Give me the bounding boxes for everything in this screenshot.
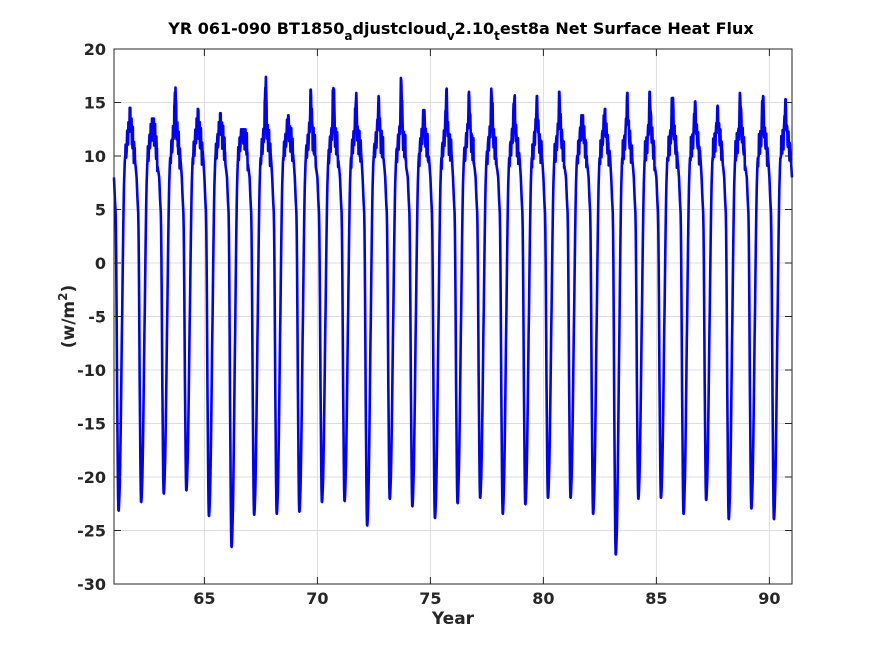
x-tick-label: 75: [419, 589, 441, 608]
x-axis-label: Year: [431, 609, 475, 629]
x-tick-label: 80: [532, 589, 554, 608]
ticks: [114, 48, 792, 585]
y-tick-label: -30: [77, 575, 106, 594]
y-tick-label: 20: [84, 40, 106, 59]
y-tick-label: 15: [84, 94, 106, 113]
y-tick-label: -15: [77, 415, 106, 434]
y-tick-label: 0: [95, 254, 106, 273]
y-tick-label: 5: [95, 201, 106, 220]
x-tick-label: 70: [306, 589, 328, 608]
y-tick-label: 10: [84, 147, 106, 166]
chart-title: YR 061-090 BT1850adjustcloudv2.10test8a …: [167, 19, 754, 43]
y-tick-label: -10: [77, 361, 106, 380]
grid-lines: [114, 49, 792, 584]
series-line: [112, 75, 794, 556]
x-tick-label: 85: [645, 589, 667, 608]
y-tick-label: -25: [77, 522, 106, 541]
y-tick-label: -20: [77, 468, 106, 487]
y-axis-label: (w/m2): [56, 285, 79, 349]
y-tick-label: -5: [88, 308, 106, 327]
x-tick-label: 90: [758, 589, 780, 608]
x-tick-label: 65: [193, 589, 215, 608]
